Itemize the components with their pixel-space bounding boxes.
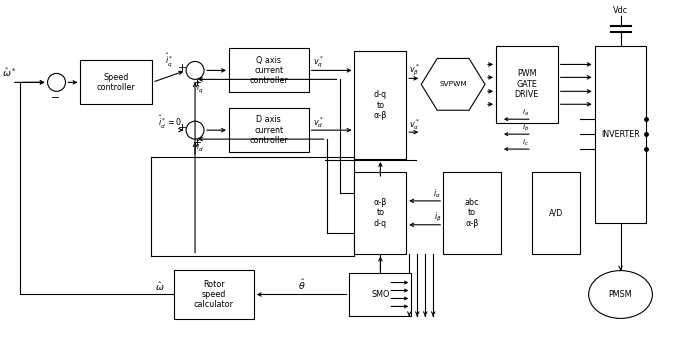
- Text: $\hat{\theta}$: $\hat{\theta}$: [298, 277, 305, 292]
- Text: abc
to
α-β: abc to α-β: [464, 198, 480, 228]
- Text: $\bar{i}_d$: $\bar{i}_d$: [196, 140, 204, 154]
- Text: d-q
to
α-β: d-q to α-β: [374, 90, 387, 120]
- Text: $\hat{\omega}^*$: $\hat{\omega}^*$: [3, 66, 17, 79]
- Text: +: +: [193, 138, 202, 148]
- Bar: [174, 270, 254, 320]
- Text: $v_{\alpha}^*$: $v_{\alpha}^*$: [410, 117, 420, 132]
- Text: $\hat{i}_d^* = 0$: $\hat{i}_d^* = 0$: [158, 114, 182, 131]
- Text: $\bar{i}_q$: $\bar{i}_q$: [196, 80, 204, 95]
- Text: Speed
controller: Speed controller: [97, 73, 136, 92]
- Text: $i_{\beta}$: $i_{\beta}$: [434, 211, 441, 224]
- Text: +: +: [193, 78, 202, 88]
- Bar: [349, 272, 412, 316]
- Text: Rotor
speed
calculator: Rotor speed calculator: [194, 280, 234, 309]
- Circle shape: [47, 73, 65, 91]
- Text: $\hat{\omega}$: $\hat{\omega}$: [154, 280, 164, 293]
- Bar: [80, 60, 152, 104]
- Bar: [355, 51, 406, 159]
- Text: $v_q^*$: $v_q^*$: [313, 55, 324, 70]
- Text: $v_d^*$: $v_d^*$: [313, 115, 324, 130]
- Bar: [443, 172, 501, 254]
- Text: A/D: A/D: [549, 208, 563, 217]
- Text: PMSM: PMSM: [608, 290, 632, 299]
- Text: +: +: [178, 63, 187, 73]
- Text: $v_{\beta}^*$: $v_{\beta}^*$: [410, 63, 420, 78]
- Text: $\hat{i}_q^*$: $\hat{i}_q^*$: [165, 51, 173, 69]
- Text: SMO: SMO: [371, 290, 390, 299]
- Text: $i_a$: $i_a$: [522, 108, 529, 118]
- Circle shape: [186, 61, 204, 79]
- Bar: [496, 45, 558, 123]
- Text: Vdc: Vdc: [613, 6, 628, 15]
- Polygon shape: [421, 58, 485, 110]
- Ellipse shape: [589, 271, 652, 318]
- Text: INVERTER: INVERTER: [601, 130, 640, 139]
- Text: $i_b$: $i_b$: [522, 123, 529, 133]
- Text: $i_{\alpha}$: $i_{\alpha}$: [434, 188, 441, 200]
- Circle shape: [186, 121, 204, 139]
- Text: $i_c$: $i_c$: [522, 138, 529, 148]
- Text: D axis
current
controller: D axis current controller: [250, 115, 288, 145]
- Text: Q axis
current
controller: Q axis current controller: [250, 56, 288, 85]
- Text: PWM
GATE
DRIVE: PWM GATE DRIVE: [514, 70, 539, 99]
- Bar: [229, 108, 309, 152]
- Bar: [595, 45, 646, 223]
- Text: $-$: $-$: [49, 91, 60, 101]
- Text: SVPWM: SVPWM: [439, 81, 467, 87]
- Bar: [355, 172, 406, 254]
- Text: +: +: [178, 123, 187, 133]
- Bar: [532, 172, 580, 254]
- Bar: [229, 48, 309, 92]
- Text: α-β
to
d-q: α-β to d-q: [374, 198, 387, 228]
